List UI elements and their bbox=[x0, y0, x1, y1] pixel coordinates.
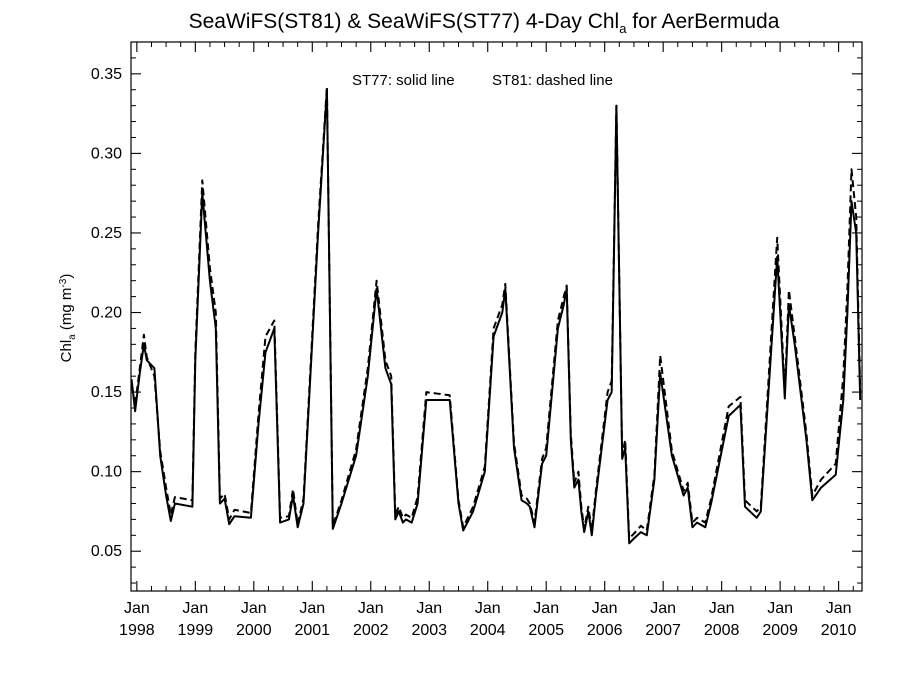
x-tick-label-year: 2006 bbox=[587, 622, 623, 639]
y-tick-label: 0.35 bbox=[91, 66, 122, 83]
x-tick-label-month: Jan bbox=[767, 600, 793, 617]
x-tick-label-year: 2001 bbox=[294, 622, 330, 639]
x-tick-label-year: 2002 bbox=[353, 622, 389, 639]
series-line-st77 bbox=[131, 88, 862, 545]
x-tick-label-month: Jan bbox=[416, 600, 442, 617]
x-tick-label-year: 2010 bbox=[821, 622, 857, 639]
chart-title-subscript: a bbox=[619, 21, 627, 36]
chart-title-tail: for AerBermuda bbox=[626, 10, 779, 33]
x-tick-label-month: Jan bbox=[592, 600, 618, 617]
y-axis-label-subscript: a bbox=[67, 334, 78, 340]
y-tick-label: 0.15 bbox=[91, 384, 122, 401]
series-line-st81 bbox=[131, 85, 862, 540]
x-tick-label-year: 2005 bbox=[528, 622, 564, 639]
chart-title: SeaWiFS(ST81) & SeaWiFS(ST77) 4-Day Chla… bbox=[189, 10, 780, 36]
x-tick-label-month: Jan bbox=[650, 600, 676, 617]
x-tick-label-year: 1998 bbox=[119, 622, 155, 639]
x-tick-label-month: Jan bbox=[826, 600, 852, 617]
y-tick-label: 0.30 bbox=[91, 145, 122, 162]
x-tick-label-month: Jan bbox=[124, 600, 150, 617]
x-tick-label-year: 2009 bbox=[762, 622, 798, 639]
y-axis-label-units: (mg m bbox=[58, 288, 75, 335]
chart-title-main: SeaWiFS(ST81) & SeaWiFS(ST77) 4-Day Chl bbox=[189, 10, 620, 33]
x-tick-label-year: 1999 bbox=[178, 622, 214, 639]
x-tick-label-month: Jan bbox=[533, 600, 559, 617]
y-axis-label: Chla (mg m-3) bbox=[58, 274, 78, 363]
x-tick-label-month: Jan bbox=[241, 600, 267, 617]
x-tick-label-year: 2004 bbox=[470, 622, 506, 639]
plot-frame bbox=[130, 41, 863, 592]
x-tick-label-year: 2007 bbox=[645, 622, 681, 639]
annotation-solid: ST77: solid line bbox=[352, 72, 455, 89]
x-tick-label-month: Jan bbox=[475, 600, 501, 617]
y-tick-label: 0.25 bbox=[91, 225, 122, 242]
plot-area: Jan 1998 Jan 1999 Jan 2000 Jan 2001 Jan 2002 Jan 20… bbox=[91, 41, 863, 639]
x-tick-label-month: Jan bbox=[709, 600, 735, 617]
x-tick-label-year: 2000 bbox=[236, 622, 272, 639]
x-tick-label-month: Jan bbox=[182, 600, 208, 617]
x-tick-label-year: 2003 bbox=[411, 622, 447, 639]
y-axis-label-close: ) bbox=[58, 274, 75, 279]
annotation-dashed: ST81: dashed line bbox=[492, 72, 613, 89]
y-axis-label-main: Chl bbox=[58, 340, 75, 363]
x-tick-label-month: Jan bbox=[299, 600, 325, 617]
y-axis-label-superscript: -3 bbox=[58, 278, 69, 287]
y-tick-label: 0.05 bbox=[91, 543, 122, 560]
x-tick-label-year: 2008 bbox=[704, 622, 740, 639]
y-tick-label: 0.20 bbox=[91, 305, 122, 322]
y-tick-label: 0.10 bbox=[91, 464, 122, 481]
x-tick-label-month: Jan bbox=[358, 600, 384, 617]
